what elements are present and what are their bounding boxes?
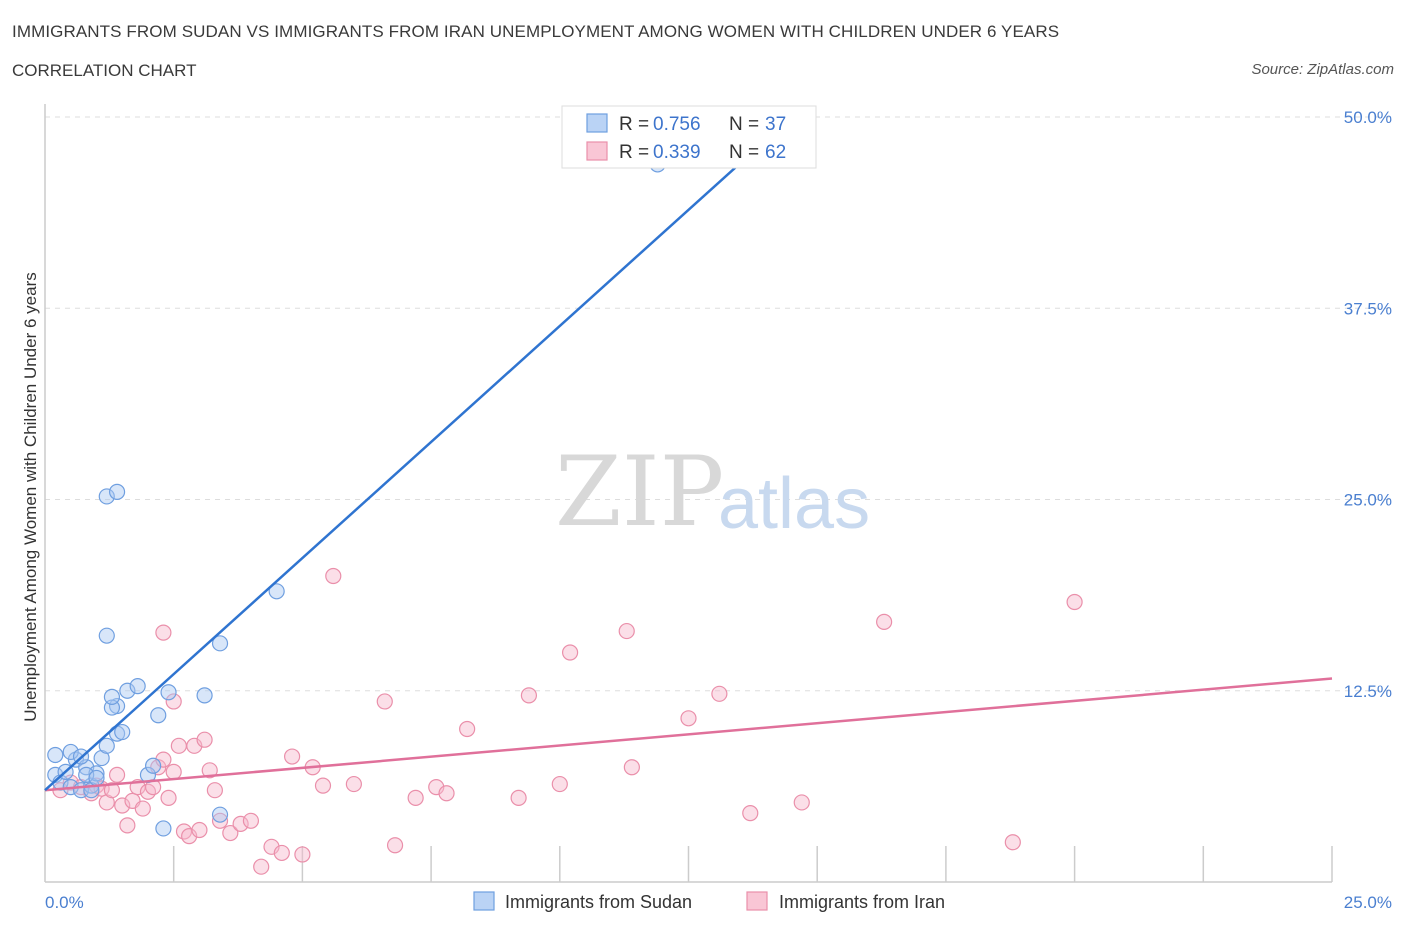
iran-point	[407, 789, 424, 806]
iran-point	[876, 613, 893, 631]
sudan-trend-line	[44, 116, 793, 792]
iran-point	[242, 812, 260, 829]
iran-point	[196, 731, 213, 748]
sudan-point	[268, 583, 285, 600]
iran-point	[742, 805, 759, 822]
iran-point	[376, 693, 393, 710]
iran-point	[211, 812, 229, 829]
x-ticks	[172, 846, 1333, 882]
sudan-point	[98, 488, 115, 505]
sudan-point	[150, 707, 167, 724]
sudan-point	[103, 688, 121, 705]
legend-r-value-sudan: 0.756	[653, 114, 701, 135]
series-legend: Immigrants from Sudan Immigrants from Ir…	[473, 891, 945, 912]
sudan-point	[145, 757, 162, 774]
sudan-point	[98, 737, 115, 754]
sudan-point	[62, 743, 79, 761]
iran-point	[623, 759, 640, 776]
iran-point	[618, 622, 635, 640]
iran-point	[165, 693, 182, 710]
sudan-point	[78, 766, 95, 784]
iran-point	[345, 775, 362, 793]
sudan-point	[211, 806, 229, 823]
iran-point	[284, 748, 301, 765]
sudan-point	[114, 723, 131, 741]
sudan-point	[98, 627, 115, 644]
sudan-point	[47, 746, 64, 764]
iran-point	[510, 789, 527, 806]
iran-point	[711, 685, 728, 702]
bottom-legend-iran-swatch	[746, 891, 768, 911]
sudan-point	[196, 687, 213, 704]
iran-point	[294, 846, 311, 863]
iran-series	[52, 567, 1083, 875]
iran-trend-line	[44, 677, 1333, 792]
correlation-legend: R = 0.756 N = 37 R = 0.339 N = 62	[561, 105, 817, 169]
iran-point	[386, 837, 404, 854]
iran-point	[520, 687, 538, 704]
source-credit: Source: ZipAtlas.com	[1251, 61, 1394, 78]
iran-point	[108, 766, 126, 784]
iran-point	[680, 710, 697, 727]
iran-point	[438, 785, 455, 802]
sudan-point	[108, 483, 126, 500]
iran-point	[232, 815, 249, 832]
chart-title: IMMIGRANTS FROM SUDAN VS IMMIGRANTS FROM…	[12, 22, 1060, 41]
iran-point	[1066, 593, 1083, 611]
x-tick-label-min: 0.0%	[45, 893, 84, 912]
sudan-point	[155, 820, 172, 837]
sudan-point	[211, 635, 229, 652]
iran-point	[1004, 834, 1021, 851]
sudan-point	[88, 769, 105, 787]
sudan-point	[160, 684, 177, 701]
iran-point	[114, 797, 131, 814]
legend-r-value-iran: 0.339	[653, 142, 701, 163]
y-axis-label: Unemployment Among Women with Children U…	[21, 272, 40, 721]
iran-point	[139, 783, 157, 800]
x-tick-label-max: 25.0%	[1344, 893, 1392, 912]
legend-n-label: N =	[729, 114, 759, 135]
iran-point	[134, 800, 151, 817]
iran-point	[561, 644, 579, 661]
iran-point	[551, 775, 568, 793]
iran-point	[165, 763, 182, 780]
iran-point	[325, 567, 342, 585]
chart-subtitle: CORRELATION CHART	[12, 61, 197, 80]
iran-point	[273, 844, 290, 862]
legend-r-label: R =	[619, 142, 649, 163]
bottom-legend-sudan-swatch	[473, 891, 495, 911]
gridlines	[45, 116, 1392, 692]
bottom-legend-sudan-label: Immigrants from Sudan	[505, 892, 692, 912]
legend-n-label: N =	[729, 142, 759, 163]
iran-point	[119, 817, 136, 834]
watermark-atlas: atlas	[718, 464, 870, 544]
legend-n-value-iran: 62	[765, 142, 786, 163]
y-tick-label: 12.5%	[1344, 682, 1392, 701]
legend-r-label: R =	[619, 114, 649, 135]
iran-point	[314, 777, 332, 794]
iran-point	[222, 824, 239, 842]
legend-n-value-sudan: 37	[765, 114, 786, 135]
iran-point	[253, 858, 270, 875]
iran-point	[793, 794, 810, 811]
sudan-point	[119, 682, 136, 699]
iran-point	[459, 720, 476, 738]
legend-iran-swatch	[586, 141, 608, 161]
legend-sudan-swatch	[586, 113, 608, 133]
iran-point	[206, 782, 223, 799]
sudan-point	[129, 678, 146, 695]
iran-point	[103, 782, 121, 799]
iran-point	[160, 789, 177, 806]
sudan-point	[88, 765, 105, 782]
iran-point	[191, 821, 208, 839]
watermark-zip: ZIP	[555, 436, 724, 548]
iran-point	[155, 624, 172, 641]
y-tick-label: 37.5%	[1344, 299, 1392, 318]
bottom-legend-iran-label: Immigrants from Iran	[779, 892, 945, 912]
y-tick-label: 50.0%	[1344, 108, 1392, 127]
y-tick-label: 25.0%	[1344, 491, 1392, 510]
iran-point	[170, 737, 187, 754]
iran-point	[201, 762, 218, 779]
